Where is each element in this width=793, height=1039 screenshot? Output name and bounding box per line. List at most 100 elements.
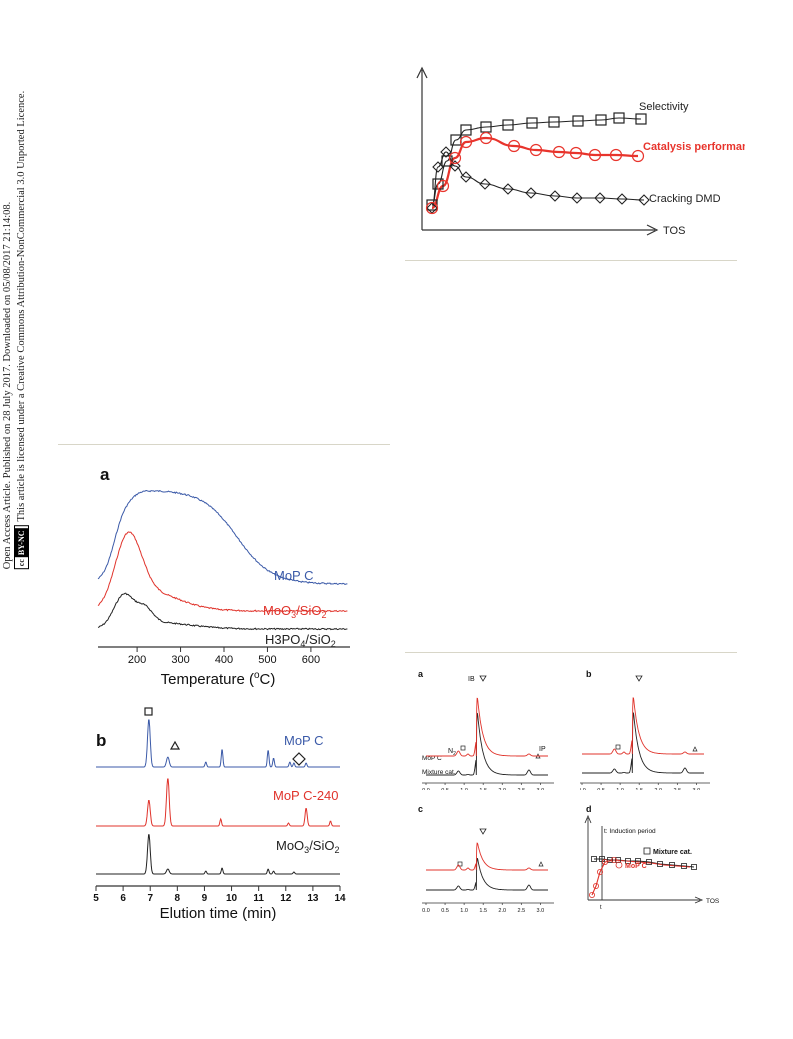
square-marker-small (460, 745, 466, 751)
small-panel-b: b 0.0 0.5 1.0 1.5 2.0 2.5 3.0 (580, 669, 710, 790)
diamond-marker (292, 752, 306, 766)
catalysis-point (507, 139, 521, 153)
panel-b-series-label-mop-c: MoP C (284, 733, 324, 748)
cc-license-badge[interactable]: ccBY-NC (14, 525, 29, 570)
catalysis-point (569, 146, 583, 160)
panel-a-tick-label: 500 (258, 654, 276, 666)
tos-axes (416, 66, 659, 236)
license-line-2-text: This article is licensed under a Creativ… (15, 90, 27, 522)
small-tick-label: 2.5 (673, 788, 681, 790)
ip-label: IP (539, 746, 546, 753)
selectivity-point (572, 115, 584, 127)
cracking-point (502, 183, 514, 195)
cracking-point (440, 146, 452, 158)
small-panel-c-label: c (418, 804, 423, 814)
moo3-chromatogram (96, 834, 340, 875)
panel-b-tick-label: 12 (280, 893, 292, 904)
small-panel-b-label: b (586, 669, 592, 679)
d-mixture-point (591, 856, 597, 862)
catalysis-point (436, 179, 450, 193)
nabla-marker-b (635, 675, 643, 682)
catalysis-point (609, 148, 623, 162)
panel-b-tick-label: 14 (334, 893, 346, 904)
mop-c-curve (97, 489, 348, 585)
panel-a-x-axis: 200 300 400 500 600 (98, 646, 350, 666)
small-tick-label: 1.5 (479, 788, 487, 790)
d-induction-label: t: Induction period (604, 828, 656, 835)
d-mixture-point (635, 858, 641, 864)
cracking-point (449, 160, 461, 172)
cracking-point (594, 192, 606, 204)
d-mixture-point (599, 856, 605, 862)
small-tick-label: 2.5 (517, 908, 525, 914)
small-tick-label: 1.0 (460, 908, 468, 914)
catalysis-curve (431, 136, 639, 210)
panel-b-tick-label: 6 (120, 893, 126, 904)
d-mixture-point (607, 857, 613, 863)
license-line-1: Open Access Article. Published on 28 Jul… (2, 201, 13, 570)
panel-b-series-label-moo3: MoO3/SiO2 (276, 838, 340, 855)
catalysis-point (479, 131, 493, 145)
small-panel-a: a IB N2 IP MoP C Mixture cat. 0.0 0.5 1.0 1… (418, 669, 554, 790)
small-tick-label: 1.5 (635, 788, 643, 790)
nabla-marker (479, 675, 487, 682)
square-marker-b (615, 744, 621, 750)
mixture-legend: Mixture cat. (422, 769, 456, 776)
square-marker (144, 707, 153, 716)
catalysis-point (631, 149, 645, 163)
d-mop-point (596, 869, 603, 876)
cracking-point (525, 187, 537, 199)
license-sidebar: Open Access Article. Published on 28 Jul… (0, 0, 30, 660)
d-mop-curve (591, 859, 691, 896)
small-panel-c: c 0.0 0.5 1.0 1.5 2.0 2.5 3.0 (418, 804, 554, 914)
catalysis-point (448, 151, 462, 165)
panel-b-tick-label: 10 (226, 893, 238, 904)
license-text: Open Access Article. Published on 28 Jul… (1, 90, 29, 570)
small-panel-d: d t: Induction period t TOS Mixture cat.… (584, 804, 720, 911)
small-tick-label: 3.0 (537, 788, 545, 790)
panel-b-x-axis-label: Elution time (min) (160, 905, 277, 922)
small-tick-label: 0.0 (422, 788, 430, 790)
panel-b-tick-label: 7 (147, 893, 153, 904)
small-panel-a-label: a (418, 669, 424, 679)
selectivity-point (613, 112, 625, 124)
small-tick-label: 2.0 (654, 788, 662, 790)
panel-b-tick-label: 9 (202, 893, 208, 904)
selectivity-point (526, 117, 538, 129)
d-mixture-point (669, 862, 675, 868)
cracking-point (549, 190, 561, 202)
tos-schematic-chart: Selectivity Catalysis performance Cracki… (416, 66, 745, 237)
d-axes (584, 814, 704, 904)
d-mop-point (610, 857, 617, 864)
triangle-marker-c (538, 861, 544, 867)
panel-a-tick-label: 600 (302, 654, 320, 666)
tos-x-axis-label: TOS (663, 225, 685, 237)
mixture-trace (426, 712, 548, 776)
d-mixture-point (646, 859, 652, 865)
small-tick-label: 3.0 (693, 788, 701, 790)
selectivity-point (548, 116, 560, 128)
h3po4-curve (97, 592, 348, 631)
selectivity-curve (431, 117, 642, 206)
cracking-point (616, 193, 628, 205)
panel-b-x-axis: 5 6 7 8 9 10 11 12 13 14 (93, 885, 346, 904)
triangle-marker (169, 740, 181, 750)
selectivity-point (635, 113, 647, 125)
panel-b-tick-label: 13 (307, 893, 319, 904)
mop-c-trace (426, 697, 548, 757)
d-mixture-point (691, 864, 697, 870)
mop-c-trace (582, 697, 704, 755)
panel-a-temperature-chart: a 200 300 400 500 600 MoP C MoO3/SiO2 H3PO4/… (97, 465, 350, 688)
panel-b-series-label-mop-c-240: MoP C-240 (273, 788, 339, 803)
d-mop-legend-circle (615, 861, 623, 869)
cracking-curve (431, 151, 645, 209)
catalysis-point (588, 148, 602, 162)
small-tick-label: 2.0 (498, 788, 506, 790)
d-tos-label: TOS (706, 898, 720, 905)
small-tick-label: 0.0 (580, 788, 586, 790)
panel-a-tick-label: 200 (128, 654, 146, 666)
separator-rule-bottom-right (405, 652, 737, 653)
tos-catalysis-label: Catalysis performance (643, 141, 745, 153)
small-tick-label: 1.0 (616, 788, 624, 790)
cracking-point (638, 194, 650, 206)
